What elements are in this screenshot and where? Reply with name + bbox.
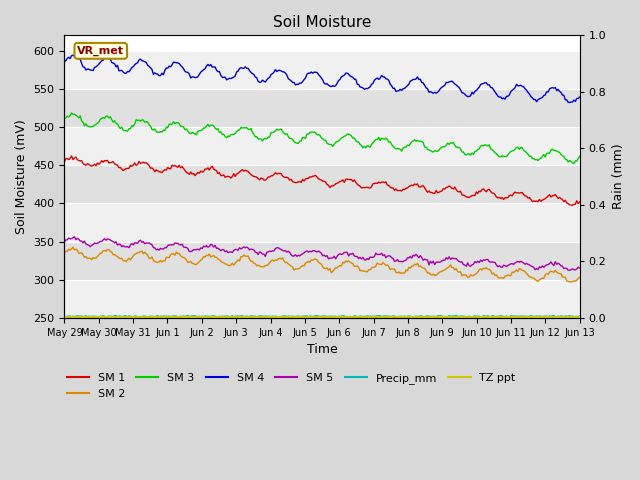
Bar [65, 241, 580, 280]
SM 2 [566, 279, 573, 285]
SM 4 [566, 100, 573, 106]
Title: Soil Moisture: Soil Moisture [273, 15, 371, 30]
SM 2 [61, 251, 68, 256]
SM 4 [287, 78, 295, 84]
SM 3 [241, 125, 249, 131]
Bar [65, 280, 580, 318]
SM 2 [125, 255, 133, 261]
SM 3 [68, 110, 76, 116]
SM 5 [216, 247, 223, 252]
Line: SM 5: SM 5 [65, 237, 580, 270]
SM 3 [216, 130, 223, 135]
SM 5 [287, 252, 295, 258]
Bar [65, 165, 580, 204]
SM 5 [241, 245, 249, 251]
Line: SM 4: SM 4 [65, 55, 580, 103]
SM 4 [216, 69, 223, 74]
SM 4 [125, 69, 133, 75]
Line: SM 3: SM 3 [65, 113, 580, 164]
SM 1 [548, 193, 556, 199]
Text: VR_met: VR_met [77, 46, 124, 56]
SM 5 [70, 234, 78, 240]
X-axis label: Time: Time [307, 343, 337, 356]
SM 3 [125, 126, 133, 132]
SM 2 [576, 275, 584, 280]
SM 1 [287, 177, 295, 182]
SM 1 [61, 159, 68, 165]
SM 4 [233, 69, 241, 75]
Line: SM 1: SM 1 [65, 156, 580, 205]
SM 2 [287, 264, 295, 269]
SM 3 [570, 161, 578, 167]
SM 5 [576, 265, 584, 271]
SM 5 [233, 247, 241, 252]
SM 5 [61, 240, 68, 245]
SM 1 [241, 168, 249, 173]
SM 3 [233, 129, 241, 134]
Y-axis label: Rain (mm): Rain (mm) [612, 144, 625, 209]
SM 4 [548, 85, 556, 91]
SM 1 [68, 153, 76, 159]
Y-axis label: Soil Moisture (mV): Soil Moisture (mV) [15, 119, 28, 234]
Bar [65, 50, 580, 89]
SM 4 [576, 94, 584, 100]
Bar [65, 127, 580, 165]
SM 3 [61, 116, 68, 121]
SM 1 [125, 166, 133, 171]
SM 4 [241, 64, 249, 70]
SM 2 [241, 253, 249, 259]
SM 2 [69, 244, 77, 250]
SM 3 [287, 135, 295, 141]
SM 3 [576, 153, 584, 159]
Bar [65, 204, 580, 241]
SM 1 [216, 170, 223, 176]
SM 1 [576, 199, 584, 205]
SM 2 [548, 269, 556, 275]
Legend: SM 1, SM 2, SM 3, SM 4, SM 5, Precip_mm, TZ ppt: SM 1, SM 2, SM 3, SM 4, SM 5, Precip_mm,… [62, 369, 520, 403]
SM 5 [566, 267, 573, 273]
Bar [65, 89, 580, 127]
SM 3 [548, 146, 556, 152]
SM 2 [233, 259, 241, 264]
SM 1 [233, 171, 241, 177]
SM 1 [569, 203, 577, 208]
Line: SM 2: SM 2 [65, 247, 580, 282]
SM 2 [216, 257, 223, 263]
SM 4 [61, 59, 68, 65]
SM 5 [548, 261, 556, 267]
SM 5 [125, 245, 133, 251]
SM 4 [69, 52, 77, 58]
